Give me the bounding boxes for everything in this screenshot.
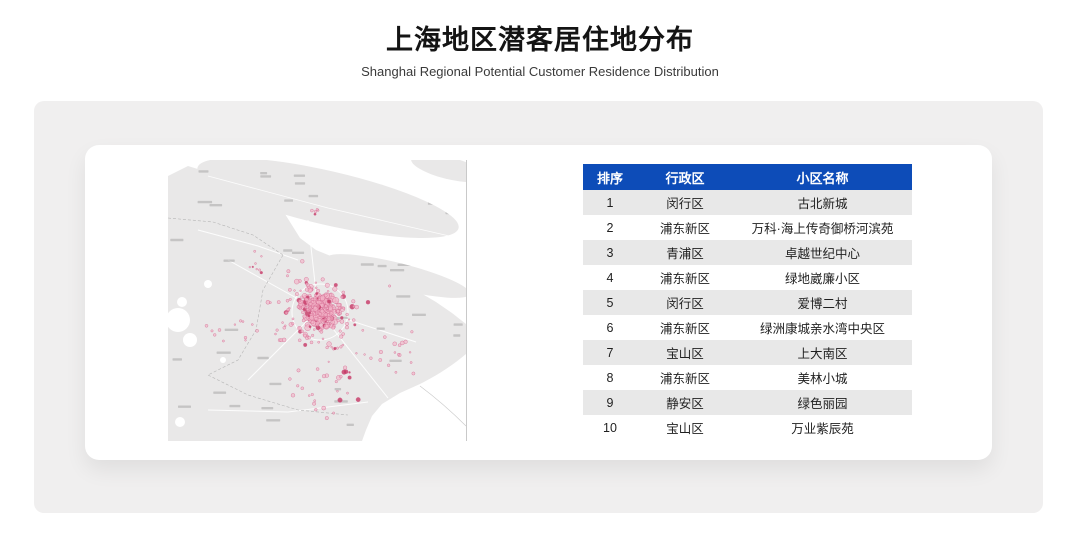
community-cell: 绿洲康城亲水湾中央区 <box>759 322 885 336</box>
table-body: 1 闵行区 古北新城 2 浦东新区 万科·海上传奇御桥河滨苑 3 青浦区 卓越世纪中心 4 浦东新区… <box>583 190 912 440</box>
ranking-table: 排序 行政区 小区名称 1 闵行区 古北新城 2 浦东新区 万科·海上传奇御桥河滨苑 3 青浦… <box>583 164 912 440</box>
rank-cell: 6 <box>606 320 614 335</box>
rank-cell: 2 <box>606 220 614 235</box>
map-density-dots <box>204 208 416 421</box>
chongming-island <box>197 160 459 239</box>
small-island <box>398 304 442 320</box>
table-row: 3 青浦区 卓越世纪中心 <box>583 240 912 265</box>
rank-cell: 9 <box>606 395 614 410</box>
community-cell: 万科·海上传奇御桥河滨苑 <box>751 222 894 236</box>
community-cell: 卓越世纪中心 <box>784 247 860 261</box>
district-cell: 闵行区 <box>666 297 704 311</box>
changxing-island <box>326 254 466 298</box>
community-cell: 上大南区 <box>797 347 848 361</box>
page-title: 上海地区潜客居住地分布 <box>386 25 694 55</box>
district-cell: 闵行区 <box>666 197 704 211</box>
district-cell: 静安区 <box>666 397 704 411</box>
shanghai-map-svg <box>168 160 466 441</box>
table-row: 8 浦东新区 美林小城 <box>583 365 912 390</box>
district-cell: 宝山区 <box>666 422 704 436</box>
table-header-row: 排序 行政区 小区名称 <box>583 164 912 190</box>
community-cell: 爱博二村 <box>797 297 848 311</box>
rank-cell: 10 <box>603 420 617 435</box>
district-cell: 宝山区 <box>666 347 704 361</box>
table-row: 2 浦东新区 万科·海上传奇御桥河滨苑 <box>583 215 912 240</box>
table-row: 5 闵行区 爱博二村 <box>583 290 912 315</box>
column-header-community: 小区名称 <box>796 170 849 186</box>
district-cell: 浦东新区 <box>659 222 710 236</box>
rank-cell: 3 <box>606 245 614 260</box>
small-island-2 <box>364 303 384 311</box>
rank-cell: 1 <box>606 195 614 210</box>
column-header-district: 行政区 <box>665 170 705 186</box>
content-card: 排序 行政区 小区名称 1 闵行区 古北新城 2 浦东新区 万科·海上传奇御桥河滨苑 3 青浦… <box>85 145 992 460</box>
table-row: 7 宝山区 上大南区 <box>583 340 912 365</box>
table-row: 9 静安区 绿色丽园 <box>583 390 912 415</box>
community-cell: 绿色丽园 <box>797 397 848 411</box>
table-row: 4 浦东新区 绿地崴廉小区 <box>583 265 912 290</box>
community-cell: 绿地崴廉小区 <box>784 272 860 286</box>
north-shoal <box>411 160 466 183</box>
community-cell: 万业紫辰苑 <box>791 422 854 436</box>
rank-cell: 8 <box>606 370 614 385</box>
column-header-rank: 排序 <box>596 170 623 186</box>
table-row: 10 宝山区 万业紫辰苑 <box>583 415 912 440</box>
table-row: 1 闵行区 古北新城 <box>583 190 912 215</box>
page-header: 上海地区潜客居住地分布 Shanghai Regional Potential … <box>0 24 1080 79</box>
district-cell: 浦东新区 <box>659 372 710 386</box>
district-cell: 浦东新区 <box>659 272 710 286</box>
rank-cell: 5 <box>606 295 614 310</box>
community-cell: 美林小城 <box>797 372 848 386</box>
page-subtitle: Shanghai Regional Potential Customer Res… <box>361 63 719 79</box>
rank-cell: 4 <box>606 270 614 285</box>
rank-cell: 7 <box>606 345 614 360</box>
district-cell: 浦东新区 <box>659 322 710 336</box>
map-lakes <box>168 280 226 427</box>
shanghai-map <box>168 160 467 441</box>
table-row: 6 浦东新区 绿洲康城亲水湾中央区 <box>583 315 912 340</box>
community-cell: 古北新城 <box>797 197 848 211</box>
district-cell: 青浦区 <box>666 247 704 261</box>
map-boundaries <box>168 217 466 427</box>
